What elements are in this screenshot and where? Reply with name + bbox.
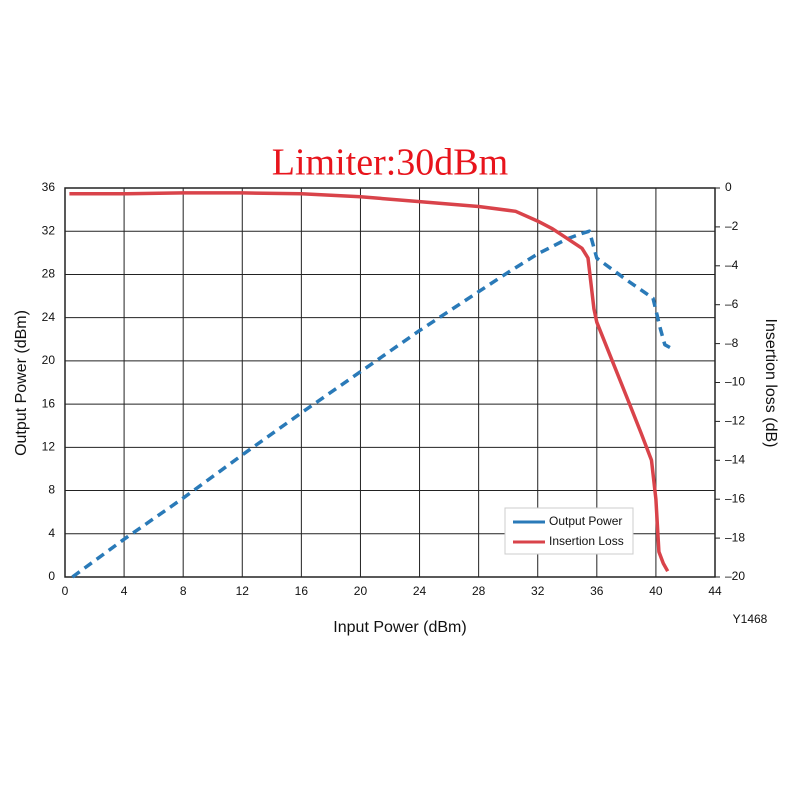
legend-label: Output Power [549,514,622,528]
x-tick-label: 0 [62,584,69,598]
x-tick-label: 20 [354,584,368,598]
series-line [69,191,670,573]
y-axis-label: Output Power (dBm) [13,310,30,456]
y2-tick-label: 0 [725,180,732,194]
y2-tick-label: –12 [725,414,745,428]
y2-tick-label: –14 [725,452,745,466]
y-tick-label: 12 [42,440,56,454]
y-tick-label: 4 [48,526,55,540]
y-tick-label: 24 [42,310,56,324]
y2-tick-label: –10 [725,375,745,389]
y-tick-label: 8 [48,483,55,497]
y2-tick-label: –8 [725,336,739,350]
x-tick-label: 4 [121,584,128,598]
figure-note: Y1468 [733,612,768,626]
x-tick-label: 12 [236,584,250,598]
x-tick-label: 36 [590,584,604,598]
x-tick-label: 40 [649,584,663,598]
y2-tick-label: –16 [725,491,745,505]
plot-frame [64,187,716,578]
y-tick-label: 20 [42,353,56,367]
y-tick-label: 32 [42,223,56,237]
chart-title: Limiter:30dBm [272,142,508,184]
y-tick-label: 28 [42,267,56,281]
legend-label: Insertion Loss [549,534,624,548]
x-axis-label: Input Power (dBm) [333,619,466,636]
y2-axis-label: Insertion loss (dB) [762,319,779,448]
x-tick-label: 8 [180,584,187,598]
x-tick-label: 16 [295,584,309,598]
y-tick-label: 0 [48,569,55,583]
x-tick-label: 32 [531,584,545,598]
x-tick-label: 28 [472,584,486,598]
series-line [71,229,672,579]
x-tick-label: 44 [708,584,722,598]
y-tick-label: 36 [42,180,56,194]
y2-tick-label: –6 [725,297,739,311]
legend-box [504,507,634,555]
y2-tick-label: –4 [725,258,739,272]
y2-tick-label: –20 [725,569,745,583]
y-tick-label: 16 [42,396,56,410]
x-tick-label: 24 [413,584,427,598]
y2-tick-label: –18 [725,530,745,544]
y2-tick-label: –2 [725,219,739,233]
